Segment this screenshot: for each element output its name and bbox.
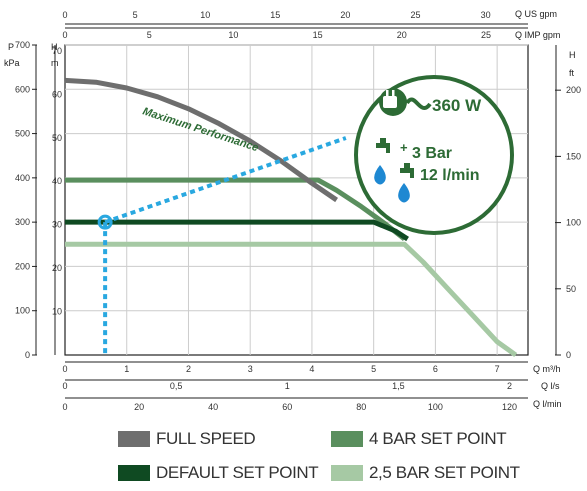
- tick-label-usgpm: 30: [481, 10, 491, 20]
- pressure-axis-title: P: [8, 42, 14, 52]
- tick-label-m3h: 7: [495, 364, 500, 374]
- tick-label-lmin: 20: [134, 402, 144, 412]
- tick-label-m: 50: [52, 133, 62, 143]
- axis-ticks: 0100200300400500600700102030405060700501…: [15, 10, 581, 412]
- legend-item-2-5-bar: 2,5 BAR SET POINT: [331, 462, 520, 484]
- tick-label-ft: 0: [566, 350, 571, 360]
- us-gpm-axis-label: Q US gpm: [515, 9, 557, 19]
- tick-label-m3h: 2: [186, 364, 191, 374]
- tick-label-kpa: 200: [15, 261, 30, 271]
- head-m-axis-unit: m: [51, 58, 59, 68]
- head-ft-axis-title: H: [569, 50, 576, 60]
- legend-label-default: DEFAULT SET POINT: [156, 463, 319, 482]
- tick-label-usgpm: 15: [270, 10, 280, 20]
- pressure-value: 3 Bar: [412, 145, 452, 162]
- tick-label-m3h: 3: [248, 364, 253, 374]
- tick-label-m3h: 1: [124, 364, 129, 374]
- tick-label-m: 10: [52, 307, 62, 317]
- tick-label-ft: 200: [566, 85, 581, 95]
- legend-label-4-bar: 4 BAR SET POINT: [369, 429, 507, 448]
- tick-label-ls: 0: [62, 381, 67, 391]
- tick-label-impgpm: 15: [313, 30, 323, 40]
- tick-label-m: 30: [52, 220, 62, 230]
- tick-label-usgpm: 5: [133, 10, 138, 20]
- tick-label-impgpm: 5: [147, 30, 152, 40]
- tick-label-impgpm: 20: [397, 30, 407, 40]
- pressure-axis-unit: kPa: [4, 58, 20, 68]
- lmin-axis-label: Q l/min: [533, 399, 562, 409]
- legend-label-full-speed: FULL SPEED: [156, 429, 256, 448]
- tick-label-lmin: 120: [502, 402, 517, 412]
- tick-label-lmin: 100: [428, 402, 443, 412]
- callout-circle: [354, 75, 514, 235]
- tick-label-kpa: 0: [25, 350, 30, 360]
- tick-label-ls: 1: [285, 381, 290, 391]
- legend-swatch-2-5-bar: [331, 465, 363, 481]
- plus-sign: +: [400, 140, 408, 155]
- tick-label-ft: 50: [566, 284, 576, 294]
- tick-label-lmin: 0: [62, 402, 67, 412]
- curves: [64, 77, 518, 358]
- head-m-axis-title: H: [51, 42, 58, 52]
- spec-callout: 360 W + 3 Bar 12 l/min: [354, 75, 514, 235]
- faucet-icon: [376, 138, 414, 178]
- tick-label-m3h: 0: [62, 364, 67, 374]
- tick-label-lmin: 80: [356, 402, 366, 412]
- tick-label-kpa: 500: [15, 129, 30, 139]
- tick-label-m3h: 4: [309, 364, 314, 374]
- tick-label-ft: 150: [566, 151, 581, 161]
- legend-item-full-speed: FULL SPEED: [118, 428, 256, 450]
- legend-swatch-4-bar: [331, 431, 363, 447]
- tick-label-m: 70: [52, 46, 62, 56]
- legend-swatch-default: [118, 465, 150, 481]
- tick-label-m3h: 6: [433, 364, 438, 374]
- tick-label-kpa: 100: [15, 306, 30, 316]
- tick-label-kpa: 700: [15, 40, 30, 50]
- tick-label-ft: 100: [566, 218, 581, 228]
- legend-item-default: DEFAULT SET POINT: [118, 462, 319, 484]
- legend-label-2-5-bar: 2,5 BAR SET POINT: [369, 463, 520, 482]
- tick-label-kpa: 600: [15, 84, 30, 94]
- tick-label-usgpm: 25: [410, 10, 420, 20]
- tick-label-m: 60: [52, 89, 62, 99]
- tick-label-usgpm: 10: [200, 10, 210, 20]
- imp-gpm-axis-label: Q IMP gpm: [515, 30, 560, 40]
- tick-label-kpa: 400: [15, 173, 30, 183]
- curve-4-bar-set-point: [65, 177, 407, 241]
- legend-swatch-full-speed: [118, 431, 150, 447]
- m3h-axis-label: Q m³/h: [533, 364, 561, 374]
- operating-point-marker: [97, 214, 113, 230]
- plug-icon: [379, 88, 432, 116]
- tick-label-impgpm: 0: [62, 30, 67, 40]
- tick-label-impgpm: 25: [481, 30, 491, 40]
- head-ft-axis-unit: ft: [569, 68, 575, 78]
- tick-label-ls: 2: [507, 381, 512, 391]
- tick-label-usgpm: 0: [62, 10, 67, 20]
- flow-value: 12 l/min: [420, 167, 480, 184]
- curve-2-5-bar-set-point: [65, 241, 518, 358]
- tick-label-lmin: 40: [208, 402, 218, 412]
- water-drop-icon: [374, 165, 410, 203]
- tick-label-lmin: 60: [282, 402, 292, 412]
- tick-label-ls: 1,5: [392, 381, 405, 391]
- tick-label-m3h: 5: [371, 364, 376, 374]
- ls-axis-label: Q l/s: [541, 381, 560, 391]
- curve-full-speed: [64, 77, 339, 203]
- tick-label-ls: 0,5: [170, 381, 183, 391]
- tick-label-m: 40: [52, 176, 62, 186]
- legend-item-4-bar: 4 BAR SET POINT: [331, 428, 507, 450]
- tick-label-kpa: 300: [15, 217, 30, 227]
- operating-line-diagonal: [104, 136, 347, 225]
- tick-label-usgpm: 20: [340, 10, 350, 20]
- power-value: 360 W: [432, 96, 482, 115]
- curve-default-set-point: [65, 219, 409, 242]
- tick-label-m: 20: [52, 263, 62, 273]
- tick-label-impgpm: 10: [228, 30, 238, 40]
